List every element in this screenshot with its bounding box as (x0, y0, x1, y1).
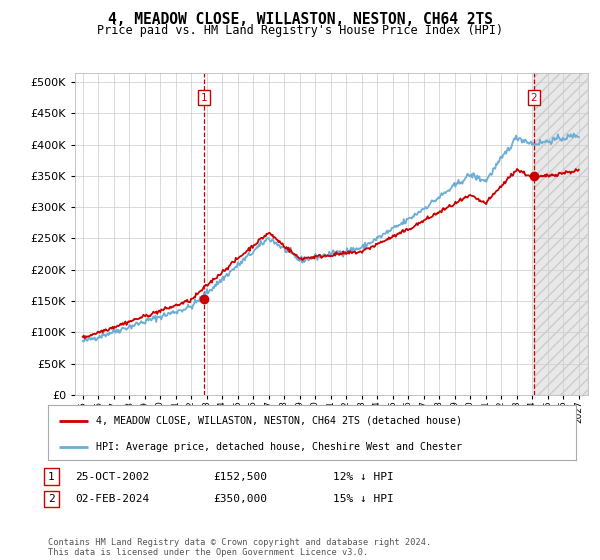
Bar (533, 73, 588, 395)
Bar (533, 73, 588, 395)
Text: 12% ↓ HPI: 12% ↓ HPI (333, 472, 394, 482)
Text: Contains HM Land Registry data © Crown copyright and database right 2024.
This d: Contains HM Land Registry data © Crown c… (48, 538, 431, 557)
Text: 4, MEADOW CLOSE, WILLASTON, NESTON, CH64 2TS (detached house): 4, MEADOW CLOSE, WILLASTON, NESTON, CH64… (95, 416, 461, 426)
Text: 1: 1 (200, 93, 207, 103)
Text: 2: 2 (47, 494, 55, 504)
Text: £350,000: £350,000 (213, 494, 267, 504)
Text: 4, MEADOW CLOSE, WILLASTON, NESTON, CH64 2TS: 4, MEADOW CLOSE, WILLASTON, NESTON, CH64… (107, 12, 493, 27)
Text: 1: 1 (47, 472, 55, 482)
Text: HPI: Average price, detached house, Cheshire West and Chester: HPI: Average price, detached house, Ches… (95, 442, 461, 451)
Text: 25-OCT-2002: 25-OCT-2002 (75, 472, 149, 482)
Text: £152,500: £152,500 (213, 472, 267, 482)
Text: Price paid vs. HM Land Registry's House Price Index (HPI): Price paid vs. HM Land Registry's House … (97, 24, 503, 37)
Text: 02-FEB-2024: 02-FEB-2024 (75, 494, 149, 504)
Text: 15% ↓ HPI: 15% ↓ HPI (333, 494, 394, 504)
Text: 2: 2 (530, 93, 537, 103)
